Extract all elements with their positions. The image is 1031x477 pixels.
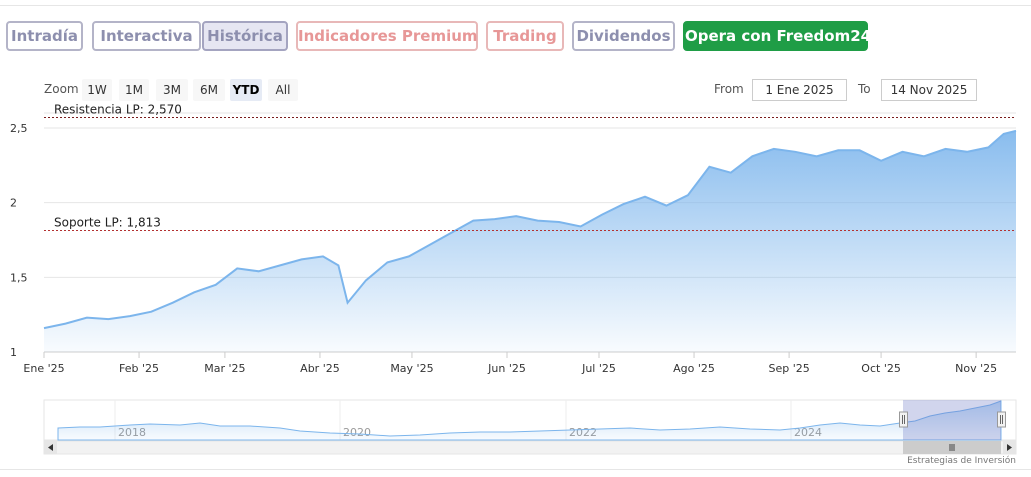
navigator-series [57,400,1002,441]
price-line [43,129,1017,330]
x-tick-label: Jul '25 [581,362,616,375]
y-tick-label: 2 [10,197,17,210]
navigator-left-handle[interactable] [899,411,908,428]
zoom-3m-button[interactable]: 3M [156,79,188,101]
date-range: From To [714,79,979,101]
tab-indicadores-premium[interactable]: Indicadores Premium [296,21,478,51]
y-tick-label: 1 [10,346,17,359]
scroll-right-arrow[interactable] [1003,441,1016,454]
x-tick-label: Feb '25 [119,362,159,375]
to-date-input[interactable] [881,79,977,101]
from-date-input[interactable] [752,79,847,101]
zoom-all-button[interactable]: All [268,79,298,101]
x-tick-label: Ene '25 [23,362,64,375]
scroll-left-arrow[interactable] [44,441,57,454]
scrollbar[interactable] [43,440,1017,455]
x-tick-label: Sep '25 [768,362,809,375]
to-label: To [858,82,871,96]
x-tick-label: Ago '25 [673,362,715,375]
navigator-selection[interactable] [903,400,1001,440]
navigator-right-handle[interactable] [997,411,1006,428]
y-axis: 1 1,5 2 2,5 [10,122,28,359]
opera-freedom24-button[interactable]: Opera con Freedom24 [683,21,871,51]
from-label: From [714,82,744,96]
zoom-label: Zoom [44,82,79,96]
support-label: Soporte LP: 1,813 [54,216,161,230]
x-tick-label: Mar '25 [204,362,245,375]
x-tick-label: Jun '25 [487,362,526,375]
x-tick-label: Abr '25 [300,362,340,375]
scrollbar-track[interactable] [43,440,1017,455]
zoom-ytd-button[interactable]: YTD [230,79,262,101]
y-tick-label: 2,5 [10,122,28,135]
tab-intradia[interactable]: Intradía [6,21,83,51]
tab-trading[interactable]: Trading [486,21,564,51]
zoom-1w-button[interactable]: 1W [82,79,112,101]
resistance-label: Resistencia LP: 2,570 [54,102,182,116]
tab-historica[interactable]: Histórica [202,21,288,51]
x-tick-label: May '25 [390,362,433,375]
navigator[interactable]: 2018202020222024 [43,399,1017,441]
zoom-6m-button[interactable]: 6M [193,79,225,101]
zoom-1m-button[interactable]: 1M [119,79,149,101]
x-tick-label: Oct '25 [861,362,901,375]
tab-dividendos[interactable]: Dividendos [572,21,675,51]
top-divider [0,5,1031,6]
chart-credits[interactable]: Estrategias de Inversión [907,456,1016,466]
price-area [44,130,1016,352]
tab-interactiva[interactable]: Interactiva [92,21,201,51]
level-annotations: Resistencia LP: 2,570 Soporte LP: 1,813 [44,102,1016,232]
bottom-divider [0,469,1031,470]
x-tick-label: Nov '25 [955,362,997,375]
x-axis: Ene '25 Feb '25 Mar '25 Abr '25 May '25 Jun '… [23,351,1016,375]
y-tick-label: 1,5 [10,271,28,284]
